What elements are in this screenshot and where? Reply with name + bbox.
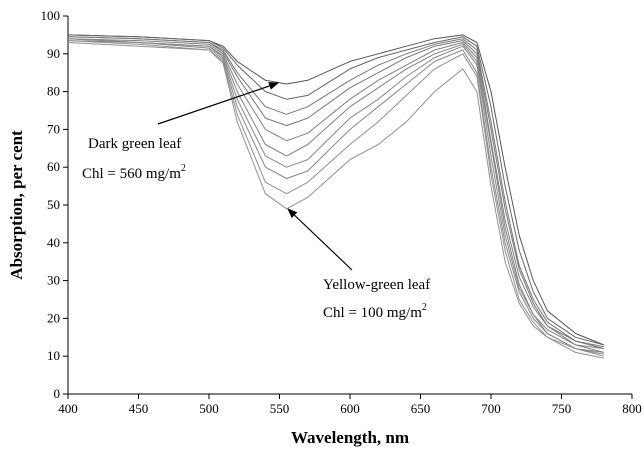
y-tick-label: 20 [47,310,60,325]
y-tick-label: 0 [54,386,61,401]
series-line [67,38,604,355]
y-tick-label: 60 [47,159,60,174]
y-tick-label: 80 [47,84,60,99]
series-line [67,34,604,346]
series-line [67,38,604,353]
y-tick-label: 30 [47,273,60,288]
annotation-text: Chl = 560 mg/m2 [82,163,186,182]
y-tick-label: 10 [47,348,60,363]
annotation-text: Dark green leaf [88,136,181,152]
x-tick-label: 550 [270,401,290,416]
series-line [67,42,604,359]
x-tick-label: 700 [481,401,501,416]
series-line [67,34,604,346]
annotation-arrow [287,208,353,271]
x-axis-title: Wavelength, nm [291,428,409,447]
series-line [67,38,604,350]
annotation-superscript: 2 [422,302,427,313]
y-tick-label: 70 [47,121,60,136]
series-line [67,36,604,348]
annotation-line: Chl = 560 mg/m [82,166,181,182]
x-tick-label: 400 [58,401,78,416]
annotation-superscript: 2 [181,163,186,174]
series-line [67,36,604,350]
x-tick-label: 600 [340,401,360,416]
x-tick-label: 800 [622,401,642,416]
x-tick-label: 500 [199,401,219,416]
y-axis-title: Absorption, per cent [7,130,26,280]
y-tick-label: 50 [47,197,60,212]
y-tick-label: 100 [41,8,61,23]
series-line [67,40,604,357]
annotation-line: Yellow-green leaf [323,277,430,293]
x-tick-label: 650 [411,401,431,416]
annotation-line: Chl = 100 mg/m [323,305,422,321]
x-tick-label: 750 [552,401,572,416]
annotation-arrow [157,82,279,125]
series-line [67,40,604,353]
annotation-line: Dark green leaf [88,136,181,152]
x-tick-label: 450 [129,401,149,416]
annotation-text: Yellow-green leaf [323,277,430,293]
annotation-text: Chl = 100 mg/m2 [323,302,427,321]
y-tick-label: 40 [47,235,60,250]
y-tick-label: 90 [47,46,60,61]
